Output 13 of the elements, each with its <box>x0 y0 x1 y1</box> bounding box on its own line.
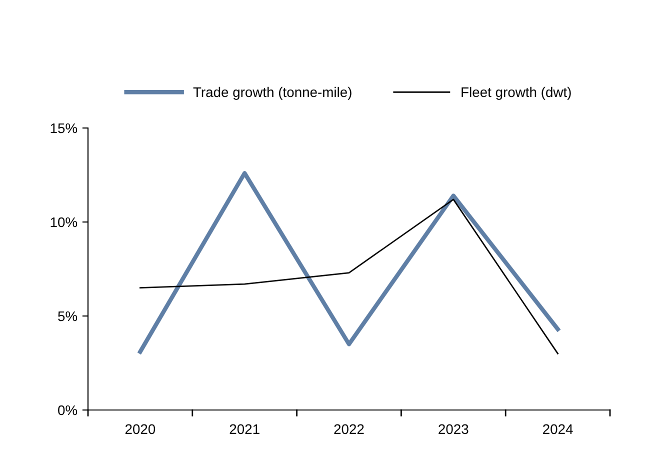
line-series <box>138 171 560 354</box>
y-tick-label: 0% <box>58 405 78 416</box>
y-tick-label: 10% <box>50 217 78 228</box>
y-tick-label: 15% <box>50 123 78 134</box>
y-tick-label: 5% <box>58 311 78 322</box>
x-tick-label: 2024 <box>543 424 573 434</box>
x-tick-label: 2022 <box>334 424 364 434</box>
x-tick-label: 2020 <box>125 424 156 434</box>
x-tick-label: 2023 <box>438 424 468 434</box>
line-series <box>140 198 558 354</box>
legend-label: Fleet growth (dwt) <box>462 86 571 100</box>
legend-label: Trade growth (tonne-mile) <box>193 86 352 100</box>
x-tick-label: 2021 <box>230 424 260 434</box>
